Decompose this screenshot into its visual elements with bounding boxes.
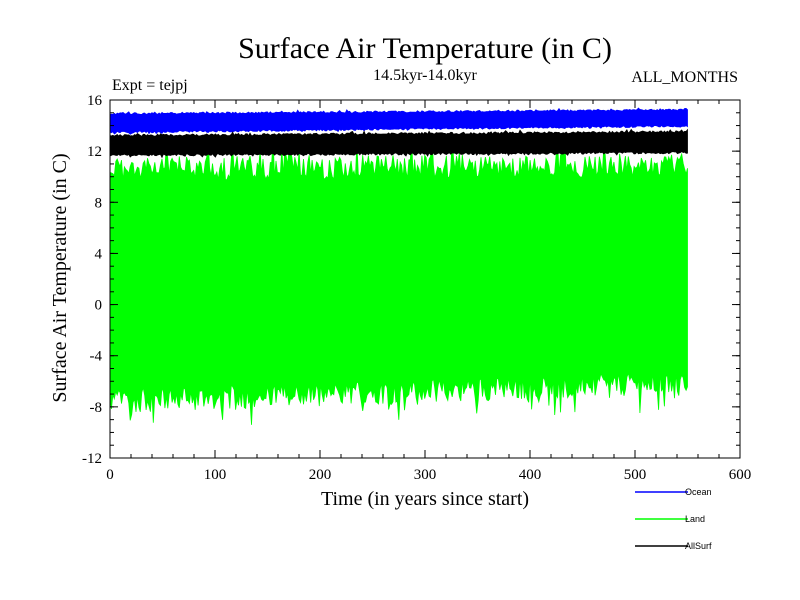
x-axis-label: Time (in years since start): [321, 488, 529, 510]
y-tick-label: 12: [87, 144, 102, 160]
y-tick-label: 0: [95, 298, 103, 314]
legend-label-ocean: Ocean: [685, 487, 712, 497]
y-axis-label: Surface Air Temperature (in C): [49, 153, 71, 402]
x-tick-label: 400: [519, 467, 542, 483]
x-tick-label: 500: [624, 467, 647, 483]
y-tick-label: -8: [90, 400, 103, 416]
y-tick-label: 4: [95, 246, 103, 262]
y-tick-label: -4: [90, 349, 103, 365]
legend-label-land: Land: [685, 514, 705, 524]
chart-title: Surface Air Temperature (in C): [238, 32, 612, 65]
expt-label: Expt = tejpj: [112, 77, 188, 94]
y-tick-label: -12: [82, 451, 102, 467]
x-tick-label: 0: [106, 467, 114, 483]
x-tick-label: 200: [309, 467, 332, 483]
series-band-allsurf: [109, 128, 688, 159]
x-tick-label: 300: [414, 467, 437, 483]
series-band-land: [109, 137, 688, 425]
series-band-ocean: [109, 107, 688, 135]
x-tick-label: 600: [729, 467, 752, 483]
x-tick-label: 100: [204, 467, 227, 483]
chart-subtitle: 14.5kyr-14.0kyr: [373, 67, 477, 84]
y-tick-label: 8: [95, 195, 103, 211]
months-label: ALL_MONTHS: [631, 69, 738, 86]
y-tick-label: 16: [87, 93, 103, 109]
legend-label-allsurf: AllSurf: [685, 541, 712, 551]
